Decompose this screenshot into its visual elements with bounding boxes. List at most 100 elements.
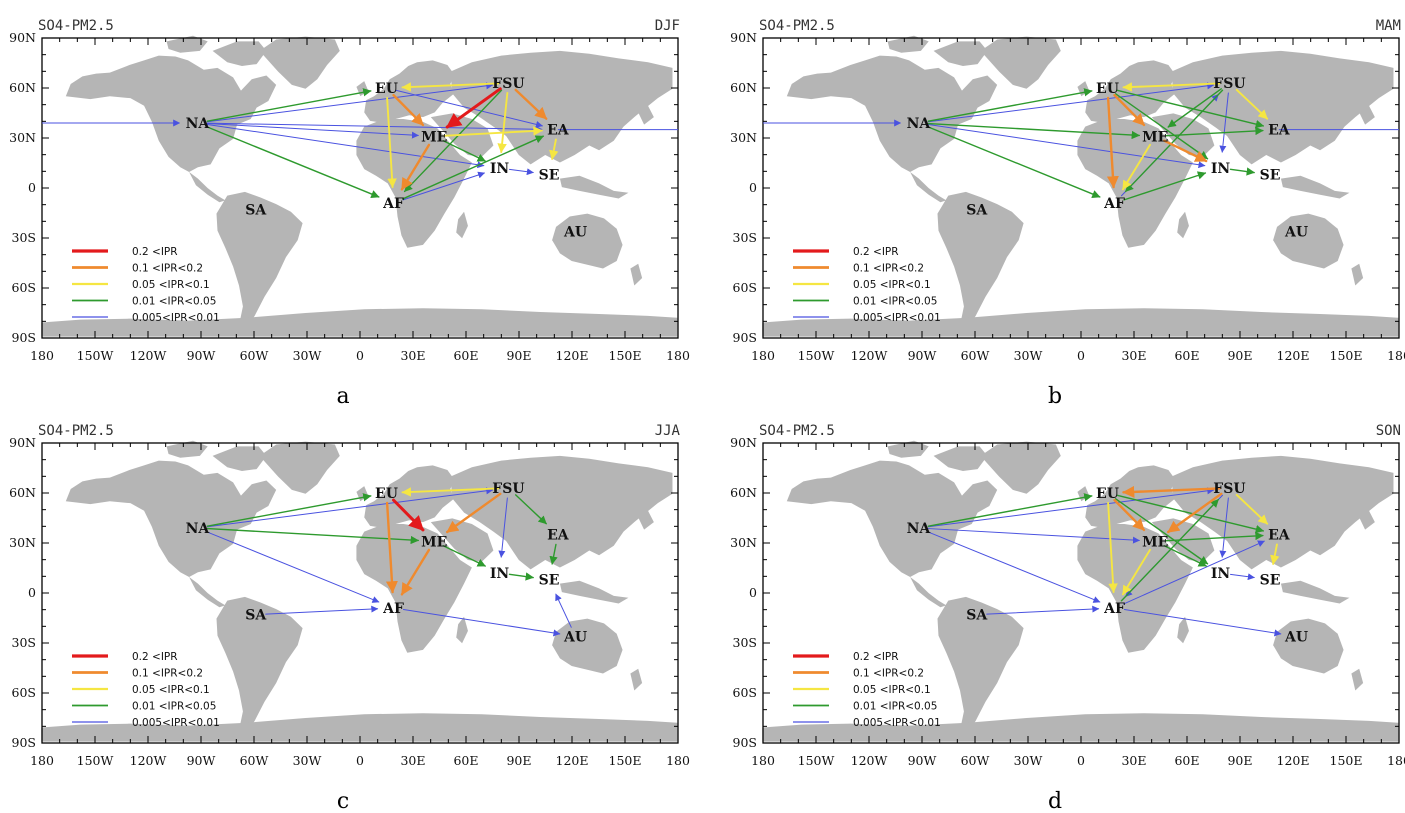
- flow-arrow: [385, 501, 398, 594]
- y-tick-label: 30S: [12, 635, 36, 650]
- panel-caption: b: [1048, 384, 1062, 409]
- legend-label: 0.2 <IPR: [853, 246, 899, 258]
- flow-arrow: [392, 93, 425, 127]
- x-tick-label: 180: [1387, 348, 1405, 363]
- region-label-ea: EA: [547, 528, 570, 544]
- x-tick-label: 30W: [1014, 348, 1043, 363]
- y-tick-label: 90S: [12, 330, 36, 345]
- region-label-au: AU: [563, 224, 587, 240]
- flow-arrow: [401, 135, 545, 200]
- flow-arrow: [514, 88, 548, 120]
- flow-arrow: [1124, 89, 1224, 193]
- flow-arrow: [265, 605, 379, 615]
- y-tick-label: 60N: [730, 485, 757, 500]
- flow-arrow: [1122, 82, 1221, 92]
- legend-label: 0.2 <IPR: [132, 246, 178, 258]
- map-title: SO4-PM2.5: [38, 423, 114, 439]
- flow-arrow: [1229, 573, 1255, 581]
- panel-caption: a: [336, 384, 349, 409]
- x-tick-label: 30W: [293, 348, 322, 363]
- x-tick-label: 150E: [1330, 348, 1363, 363]
- x-tick-label: 60E: [1174, 348, 1199, 363]
- region-label-sa: SA: [245, 203, 267, 219]
- flow-arrow: [1219, 497, 1229, 558]
- region-label-sa: SA: [966, 608, 988, 624]
- region-label-in: IN: [1211, 566, 1231, 582]
- flow-arrow: [386, 97, 397, 188]
- x-tick-label: 90E: [1227, 348, 1252, 363]
- region-label-sa: SA: [966, 203, 988, 219]
- flow-arrow: [555, 593, 572, 628]
- x-tick-label: 180: [30, 753, 54, 768]
- flow-arrow: [445, 87, 502, 129]
- region-label-eu: EU: [375, 486, 398, 502]
- x-tick-label: 30E: [400, 348, 425, 363]
- flow-arrow: [206, 88, 372, 122]
- panel-caption: d: [1048, 789, 1062, 813]
- flow-arrow: [514, 494, 547, 525]
- legend-label: 0.01 <IPR<0.05: [853, 296, 937, 308]
- x-tick-label: 0: [1077, 348, 1085, 363]
- flow-arrow: [402, 609, 561, 637]
- region-label-eu: EU: [1096, 486, 1119, 502]
- x-tick-label: 60E: [453, 348, 478, 363]
- y-tick-label: 60S: [12, 685, 36, 700]
- x-tick-label: 60W: [240, 348, 269, 363]
- region-label-ea: EA: [547, 123, 570, 139]
- flow-arrow: [1235, 493, 1269, 525]
- y-tick-label: 60N: [9, 80, 36, 95]
- x-tick-label: 60E: [1174, 753, 1199, 768]
- x-tick-label: 90W: [187, 753, 216, 768]
- flow-arrow: [395, 89, 543, 128]
- x-tick-label: 150E: [1330, 753, 1363, 768]
- x-tick-label: 90E: [506, 348, 531, 363]
- flow-arrow: [400, 143, 431, 191]
- y-tick-label: 30S: [12, 230, 36, 245]
- flow-arrow: [1123, 609, 1282, 637]
- region-label-se: SE: [539, 573, 560, 589]
- flow-arrow: [402, 171, 486, 201]
- flow-arrow: [927, 487, 1215, 528]
- y-tick-label: 0: [28, 180, 36, 195]
- legend-label: 0.005<IPR<0.01: [853, 312, 941, 324]
- region-label-au: AU: [1284, 629, 1308, 645]
- y-tick-label: 90S: [733, 735, 757, 750]
- x-tick-label: 30E: [1121, 753, 1146, 768]
- legend-label: 0.05 <IPR<0.1: [853, 279, 931, 291]
- y-tick-label: 30N: [9, 130, 36, 145]
- legend-label: 0.1 <IPR<0.2: [132, 668, 203, 680]
- map-title: SO4-PM2.5: [38, 18, 114, 34]
- y-tick-label: 90N: [9, 30, 36, 45]
- region-label-au: AU: [1284, 224, 1308, 240]
- region-label-me: ME: [421, 129, 447, 145]
- region-label-fsu: FSU: [1213, 481, 1245, 497]
- x-tick-label: 180: [666, 753, 690, 768]
- legend-label: 0.01 <IPR<0.05: [853, 701, 937, 713]
- region-label-se: SE: [1260, 168, 1281, 184]
- x-tick-label: 60W: [240, 753, 269, 768]
- region-label-sa: SA: [245, 608, 267, 624]
- legend-label: 0.1 <IPR<0.2: [132, 263, 203, 275]
- region-label-in: IN: [490, 161, 510, 177]
- legend-label: 0.005<IPR<0.01: [853, 717, 941, 729]
- region-label-af: AF: [382, 601, 404, 617]
- x-tick-label: 60E: [453, 753, 478, 768]
- y-tick-label: 60N: [730, 80, 757, 95]
- flow-arrow: [206, 123, 485, 169]
- flow-arrow: [986, 605, 1100, 615]
- flow-arrow: [497, 91, 509, 154]
- flow-arrow: [927, 123, 1206, 169]
- flow-arrow: [508, 572, 535, 581]
- flow-arrows: [763, 82, 1399, 201]
- flow-arrow: [401, 487, 500, 497]
- region-label-me: ME: [1142, 129, 1168, 145]
- flow-arrow: [1113, 498, 1146, 532]
- flow-arrow: [392, 498, 425, 532]
- map-panel-c: 180 150W 120W 90W 60W 30W 0 30E 60E 90E 120E 150E 18…: [9, 423, 690, 768]
- flow-arrow: [206, 82, 494, 123]
- x-tick-label: 120E: [1277, 753, 1310, 768]
- y-tick-label: 60N: [9, 485, 36, 500]
- flow-arrow: [1116, 89, 1265, 129]
- region-label-fsu: FSU: [1213, 76, 1245, 92]
